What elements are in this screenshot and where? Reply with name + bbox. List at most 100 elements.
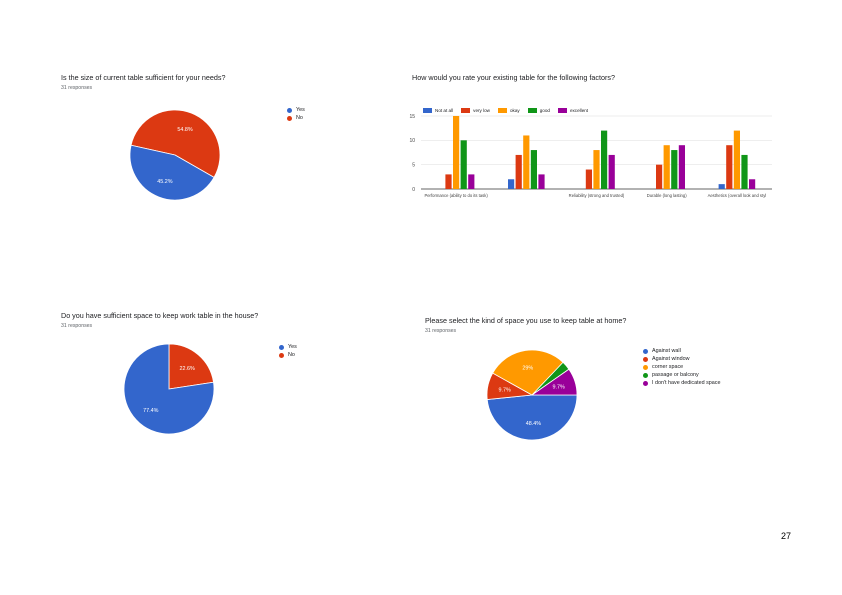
pie-slice[interactable] <box>492 349 564 396</box>
pie-slice[interactable] <box>123 343 215 435</box>
x-tick-label: Durable (long lasting) <box>647 193 687 198</box>
bar[interactable] <box>530 150 537 189</box>
legend-swatch <box>423 108 432 113</box>
legend-q1: Yes No <box>287 106 305 122</box>
legend-dot <box>643 372 648 378</box>
pie-slice[interactable] <box>530 368 578 396</box>
legend-label: I don't have dedicated space <box>652 380 721 386</box>
slice-label: 77.4% <box>143 408 158 414</box>
legend-label: very low <box>473 108 490 113</box>
legend-label: okay <box>510 108 520 113</box>
slice-label: 48.4% <box>526 421 541 427</box>
bar[interactable] <box>741 154 748 189</box>
bar[interactable] <box>460 140 467 189</box>
bar[interactable] <box>593 150 600 189</box>
legend-item-no-dedicated-space[interactable]: I don't have dedicated space <box>643 379 720 387</box>
slice-label: 9.7% <box>552 385 564 391</box>
chart-title-q1: Is the size of current table sufficient … <box>61 73 226 82</box>
slice-label: 29% <box>522 365 533 371</box>
legend-item-corner-space[interactable]: corner space <box>643 363 720 371</box>
legend-dot <box>643 380 648 386</box>
slice-label: 54.8% <box>177 127 192 133</box>
legend-item-good[interactable]: good <box>527 108 550 113</box>
bar[interactable] <box>523 135 530 189</box>
chart-title-q4: Please select the kind of space you use … <box>425 316 627 325</box>
chart-title-q3: Do you have sufficient space to keep wor… <box>61 311 259 320</box>
y-tick-label: 0 <box>412 187 415 193</box>
pie-slice[interactable] <box>486 394 578 441</box>
x-tick-label: Performance (ability to do its task) <box>424 193 488 198</box>
x-tick-label: Reliability (strong and trusted) <box>569 193 625 198</box>
bar[interactable] <box>608 154 615 189</box>
legend-item-excellent[interactable]: excellent <box>557 108 589 113</box>
slice-label: 22.6% <box>180 366 195 372</box>
legend-item-against-window[interactable]: Against window <box>643 355 720 363</box>
legend-label: No <box>288 352 295 358</box>
bar[interactable] <box>445 174 452 189</box>
bar[interactable] <box>656 164 663 189</box>
slice-label: 9.7% <box>499 387 511 393</box>
legend-swatch <box>527 108 537 113</box>
legend-swatch <box>498 108 507 113</box>
page-number: 27 <box>781 531 792 541</box>
bar[interactable] <box>671 150 678 189</box>
legend-item-not-at-all[interactable]: Not at all <box>423 108 453 113</box>
legend-item-very-low[interactable]: very low <box>461 108 490 113</box>
bar[interactable] <box>508 179 515 189</box>
legend-item-yes[interactable]: Yes <box>287 106 305 114</box>
legend-label: Yes <box>288 344 297 350</box>
y-tick-label: 5 <box>412 162 415 168</box>
legend-q4: Against wall Against window corner space… <box>643 347 720 387</box>
legend-item-against-wall[interactable]: Against wall <box>643 347 720 355</box>
bar[interactable] <box>468 174 475 189</box>
legend-item-yes[interactable]: Yes <box>279 343 297 351</box>
y-tick-label: 10 <box>409 138 415 144</box>
legend-item-okay[interactable]: okay <box>498 108 520 113</box>
responses-count-q3: 31 responses <box>61 323 93 329</box>
legend-swatch <box>557 108 567 113</box>
pie-slice[interactable] <box>129 144 215 201</box>
legend-dot <box>643 348 648 354</box>
legend-dot <box>643 356 648 362</box>
legend-label: Against wall <box>652 348 681 354</box>
legend-item-passage-balcony[interactable]: passage or balcony <box>643 371 720 379</box>
legend-item-no[interactable]: No <box>287 114 305 122</box>
bar[interactable] <box>749 179 756 189</box>
legend-label: excellent <box>569 108 589 113</box>
responses-count-q4: 31 responses <box>425 328 457 334</box>
responses-count-q1: 31 responses <box>61 85 93 91</box>
bar[interactable] <box>538 174 545 189</box>
y-tick-label: 15 <box>409 114 415 120</box>
legend-item-no[interactable]: No <box>279 351 297 359</box>
pie-slice[interactable] <box>130 109 221 178</box>
legend-label: corner space <box>652 364 684 370</box>
bar[interactable] <box>726 145 733 189</box>
legend-label: No <box>296 115 303 121</box>
x-tick-label: Aesthetics (overall look and styl <box>708 193 767 198</box>
chart-title-q2: How would you rate your existing table f… <box>412 73 615 82</box>
bar[interactable] <box>663 145 670 189</box>
legend-q3: Yes No <box>279 343 297 359</box>
bar[interactable] <box>733 130 740 189</box>
legend-dot <box>643 364 648 370</box>
legend-dot <box>279 352 284 358</box>
bar[interactable] <box>678 145 685 189</box>
legend-label: Against window <box>652 356 690 362</box>
legend-label: Yes <box>296 107 305 113</box>
bar[interactable] <box>601 130 608 189</box>
legend-label: good <box>539 108 550 113</box>
legend-swatch <box>461 108 471 113</box>
legend-dot <box>287 107 292 113</box>
legend-dot <box>287 115 292 121</box>
bar[interactable] <box>515 154 522 189</box>
bar[interactable] <box>585 169 592 189</box>
bar[interactable] <box>453 116 460 189</box>
legend-label: Not at all <box>435 108 454 113</box>
legend-q2: Not at all very low okay good excellent <box>423 108 588 113</box>
pie-slice[interactable] <box>168 343 214 390</box>
bar[interactable] <box>718 184 725 189</box>
